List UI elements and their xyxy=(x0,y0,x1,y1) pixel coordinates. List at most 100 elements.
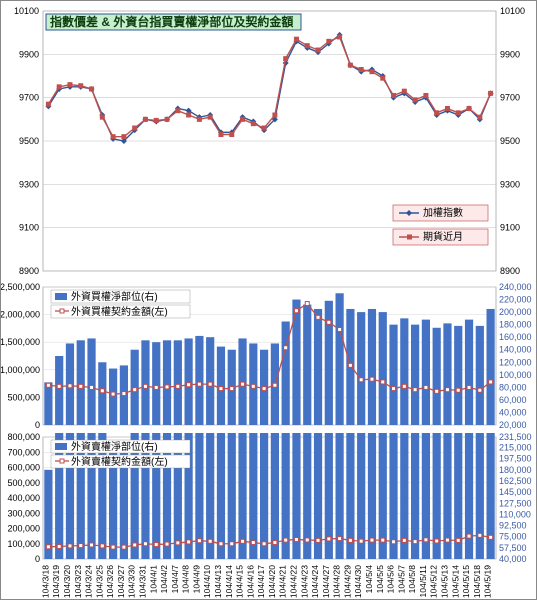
svg-text:0: 0 xyxy=(35,554,40,564)
svg-text:162,500: 162,500 xyxy=(499,476,532,486)
bar xyxy=(228,433,236,559)
svg-text:外資買權淨部位(右): 外資買權淨部位(右) xyxy=(71,290,158,303)
svg-text:180,000: 180,000 xyxy=(499,320,532,330)
svg-text:145,000: 145,000 xyxy=(499,487,532,497)
bar xyxy=(465,320,473,425)
bar xyxy=(260,433,268,559)
bar xyxy=(336,293,344,425)
svg-text:500,000: 500,000 xyxy=(7,392,40,402)
svg-text:104/4/2: 104/4/2 xyxy=(159,565,169,594)
svg-text:180,000: 180,000 xyxy=(499,465,532,475)
bar xyxy=(303,305,311,425)
svg-text:200,000: 200,000 xyxy=(7,524,40,534)
svg-text:8900: 8900 xyxy=(500,266,520,276)
bar xyxy=(411,325,419,425)
bar xyxy=(206,337,214,425)
svg-text:127,500: 127,500 xyxy=(499,498,532,508)
svg-text:104/3/24: 104/3/24 xyxy=(84,565,94,598)
bar xyxy=(152,342,160,425)
svg-text:9700: 9700 xyxy=(19,93,39,103)
svg-text:9500: 9500 xyxy=(19,136,39,146)
svg-text:9100: 9100 xyxy=(500,223,520,233)
svg-text:110,000: 110,000 xyxy=(499,509,531,519)
svg-text:2,000,000: 2,000,000 xyxy=(1,310,40,320)
svg-text:400,000: 400,000 xyxy=(7,493,40,503)
svg-text:1,500,000: 1,500,000 xyxy=(1,337,40,347)
svg-text:9500: 9500 xyxy=(500,136,520,146)
bar xyxy=(163,340,171,425)
bar xyxy=(174,340,182,425)
svg-text:140,000: 140,000 xyxy=(499,345,532,355)
bar xyxy=(465,433,473,559)
svg-text:104/3/26: 104/3/26 xyxy=(105,565,115,598)
svg-text:8900: 8900 xyxy=(19,266,39,276)
svg-text:指數價差 & 外資台指買賣權淨部位及契約金額: 指數價差 & 外資台指買賣權淨部位及契約金額 xyxy=(50,14,293,29)
svg-text:9100: 9100 xyxy=(19,223,39,233)
svg-text:104/4/16: 104/4/16 xyxy=(245,565,255,598)
svg-text:10100: 10100 xyxy=(14,6,39,16)
bar xyxy=(98,362,106,425)
svg-text:104/4/9: 104/4/9 xyxy=(191,565,201,594)
bar xyxy=(87,338,95,425)
svg-text:104/4/20: 104/4/20 xyxy=(267,565,277,598)
svg-text:104/3/25: 104/3/25 xyxy=(94,565,104,598)
bar xyxy=(217,433,225,559)
bar xyxy=(389,325,397,425)
svg-text:104/5/15: 104/5/15 xyxy=(461,565,471,598)
bar xyxy=(314,309,322,425)
svg-text:104/4/13: 104/4/13 xyxy=(213,565,223,598)
svg-text:104/4/8: 104/4/8 xyxy=(181,565,191,594)
svg-text:104/5/13: 104/5/13 xyxy=(439,565,449,598)
svg-text:100,000: 100,000 xyxy=(499,370,532,380)
svg-text:外資賣權淨部位(右): 外資賣權淨部位(右) xyxy=(71,440,158,453)
svg-text:104/5/5: 104/5/5 xyxy=(375,565,385,594)
svg-text:外資買權契約金額(左): 外資買權契約金額(左) xyxy=(71,305,168,318)
svg-text:104/4/28: 104/4/28 xyxy=(332,565,342,598)
svg-text:104/5/8: 104/5/8 xyxy=(407,565,417,594)
svg-text:40,000: 40,000 xyxy=(499,407,527,417)
svg-text:57,500: 57,500 xyxy=(499,543,527,553)
svg-text:60,000: 60,000 xyxy=(499,395,527,405)
svg-text:104/4/15: 104/4/15 xyxy=(235,565,245,598)
svg-text:9900: 9900 xyxy=(19,49,39,59)
bar xyxy=(357,312,365,425)
bar xyxy=(476,326,484,425)
svg-text:104/5/6: 104/5/6 xyxy=(386,565,396,594)
svg-text:104/4/14: 104/4/14 xyxy=(224,565,234,598)
svg-text:104/3/18: 104/3/18 xyxy=(40,565,50,598)
bar xyxy=(325,301,333,425)
svg-text:104/3/23: 104/3/23 xyxy=(73,565,83,598)
svg-text:100,000: 100,000 xyxy=(7,539,40,549)
mid-chart-panel: 0500,0001,000,0001,500,0002,000,0002,500… xyxy=(1,283,536,431)
bar xyxy=(55,356,63,425)
svg-text:9300: 9300 xyxy=(500,179,520,189)
top-chart-panel: 8900890091009100930093009500950097009700… xyxy=(1,3,536,281)
svg-text:120,000: 120,000 xyxy=(499,357,532,367)
svg-text:104/5/19: 104/5/19 xyxy=(483,565,493,598)
svg-text:加權指數: 加權指數 xyxy=(423,206,463,219)
svg-text:104/5/12: 104/5/12 xyxy=(429,565,439,598)
bar xyxy=(487,433,495,559)
svg-text:104/4/22: 104/4/22 xyxy=(288,565,298,598)
svg-text:104/4/10: 104/4/10 xyxy=(202,565,212,598)
svg-text:外資賣權契約金額(左): 外資賣權契約金額(左) xyxy=(71,455,168,468)
bar xyxy=(368,309,376,425)
svg-text:104/5/4: 104/5/4 xyxy=(364,565,374,594)
svg-text:104/5/18: 104/5/18 xyxy=(472,565,482,598)
svg-text:104/4/7: 104/4/7 xyxy=(170,565,180,594)
svg-text:期貨近月: 期貨近月 xyxy=(423,230,463,243)
svg-text:10100: 10100 xyxy=(500,6,525,16)
svg-text:104/3/20: 104/3/20 xyxy=(62,565,72,598)
svg-text:104/4/29: 104/4/29 xyxy=(342,565,352,598)
bar xyxy=(109,369,117,425)
svg-text:0: 0 xyxy=(35,420,40,430)
svg-text:200,000: 200,000 xyxy=(499,307,532,317)
svg-text:700,000: 700,000 xyxy=(7,447,40,457)
bot-chart-panel: 0100,000200,000300,000400,000500,000600,… xyxy=(1,433,536,599)
svg-text:104/4/1: 104/4/1 xyxy=(148,565,158,594)
svg-text:104/5/11: 104/5/11 xyxy=(418,565,428,598)
bar xyxy=(443,323,451,425)
svg-text:9900: 9900 xyxy=(500,49,520,59)
bar xyxy=(141,340,149,425)
svg-text:104/4/21: 104/4/21 xyxy=(278,565,288,598)
